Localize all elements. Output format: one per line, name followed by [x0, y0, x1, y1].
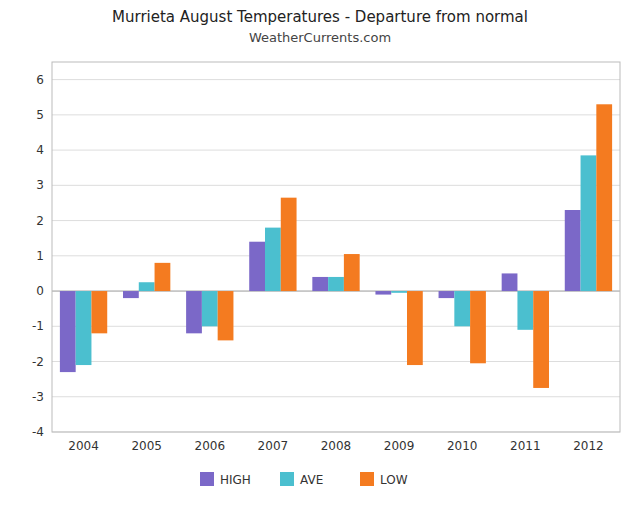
legend-label: AVE	[300, 473, 323, 487]
y-tick-label: 2	[36, 214, 44, 228]
bar	[596, 104, 612, 291]
grid-line	[52, 114, 620, 115]
bar	[502, 273, 518, 291]
legend-label: HIGH	[220, 473, 251, 487]
bar	[407, 291, 423, 365]
grid	[52, 80, 620, 432]
x-tick-label: 2005	[131, 439, 162, 453]
y-tick-label: 0	[36, 284, 44, 298]
legend-swatch	[200, 472, 214, 486]
chart-svg: Murrieta August Temperatures - Departure…	[0, 0, 640, 513]
bar	[470, 291, 486, 363]
bar	[281, 198, 297, 291]
bar	[517, 291, 533, 330]
grid-line	[52, 396, 620, 397]
legend-swatch	[360, 472, 374, 486]
bar	[202, 291, 218, 326]
legend-swatch	[280, 472, 294, 486]
legend-label: LOW	[380, 473, 408, 487]
title: Murrieta August Temperatures - Departure…	[112, 8, 528, 26]
bar	[565, 210, 581, 291]
x-tick-label: 2008	[321, 439, 352, 453]
subtitle: WeatherCurrents.com	[249, 30, 391, 45]
bar	[91, 291, 107, 333]
y-tick-label: -3	[32, 390, 44, 404]
bar	[533, 291, 549, 388]
bar	[186, 291, 202, 333]
y-tick-label: 6	[36, 73, 44, 87]
bars	[60, 104, 612, 388]
y-tick-label: -1	[32, 319, 44, 333]
x-tick-label: 2007	[258, 439, 289, 453]
chart-container: Murrieta August Temperatures - Departure…	[0, 0, 640, 513]
x-tick-label: 2011	[510, 439, 541, 453]
bar	[328, 277, 344, 291]
y-tick-label: 3	[36, 178, 44, 192]
bar	[60, 291, 76, 372]
grid-line	[52, 255, 620, 256]
y-tick-label: -4	[32, 425, 44, 439]
bar	[391, 291, 407, 293]
y-tick-label: 5	[36, 108, 44, 122]
bar	[375, 291, 391, 295]
bar	[155, 263, 171, 291]
x-tick-label: 2009	[384, 439, 415, 453]
grid-line	[52, 220, 620, 221]
bar	[439, 291, 455, 298]
bar	[249, 242, 265, 291]
bar	[344, 254, 360, 291]
bar	[139, 282, 155, 291]
bar	[312, 277, 328, 291]
bar	[454, 291, 470, 326]
grid-line	[52, 150, 620, 151]
y-tick-label: 4	[36, 143, 44, 157]
bar	[218, 291, 234, 340]
x-tick-label: 2010	[447, 439, 478, 453]
bar	[265, 228, 281, 291]
x-tick-label: 2006	[195, 439, 226, 453]
x-tick-label: 2012	[573, 439, 604, 453]
y-tick-label: -2	[32, 355, 44, 369]
bar	[123, 291, 139, 298]
plot-frame	[52, 62, 620, 432]
grid-line	[52, 79, 620, 80]
y-tick-label: 1	[36, 249, 44, 263]
bar	[76, 291, 92, 365]
x-tick-label: 2004	[68, 439, 99, 453]
bar	[581, 155, 597, 291]
grid-line	[52, 185, 620, 186]
legend: HIGH AVE LOW	[200, 472, 408, 487]
